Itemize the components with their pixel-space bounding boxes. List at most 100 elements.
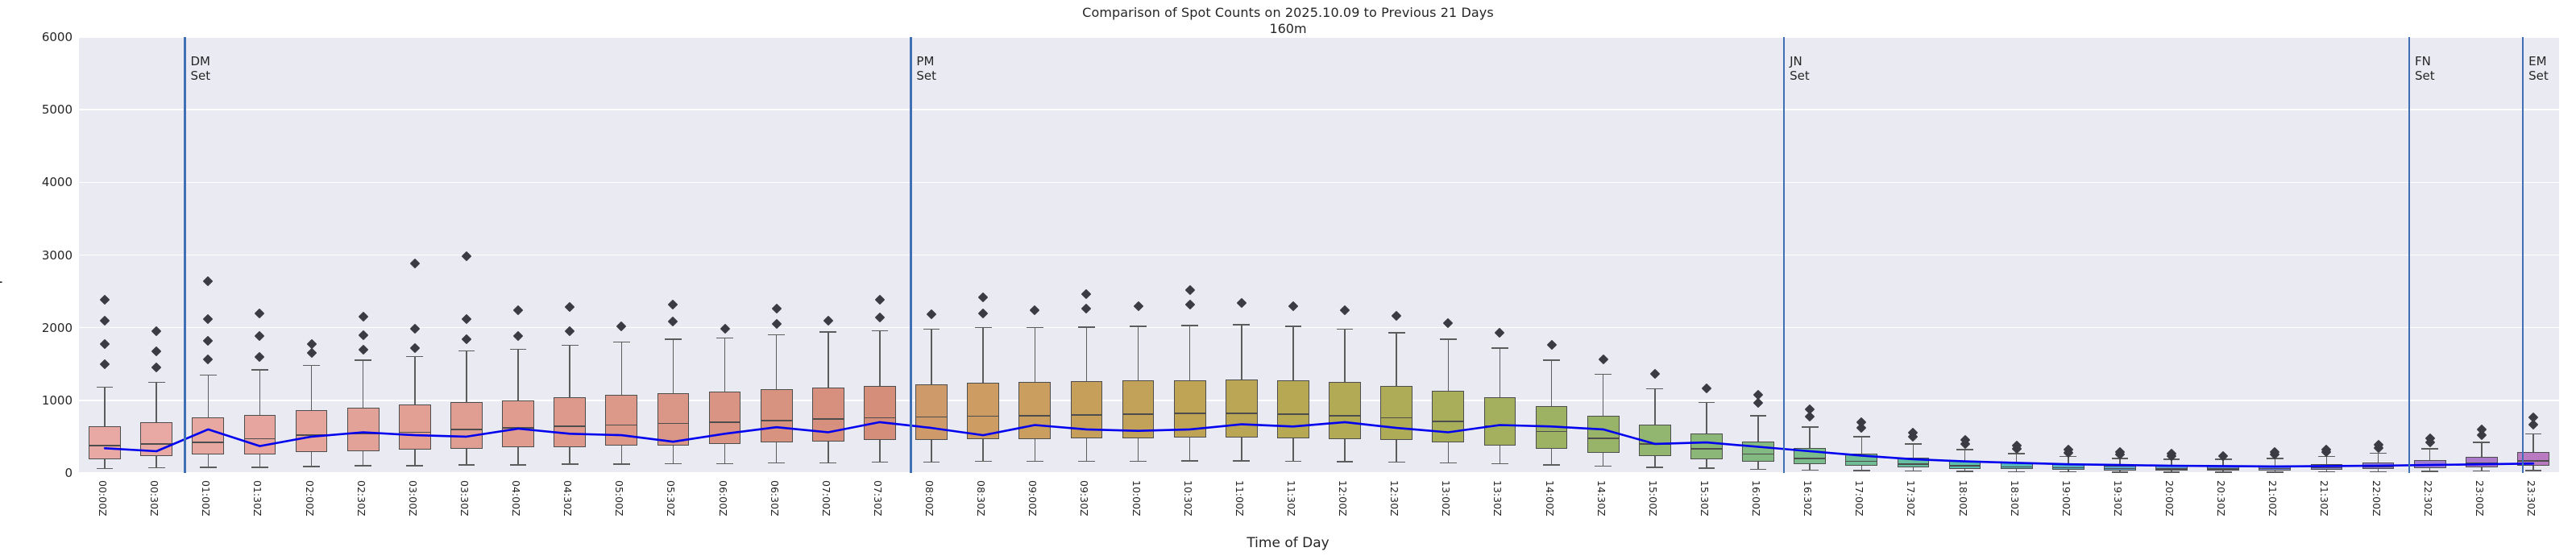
box-whisker [1499,347,1501,398]
median-line [760,420,793,421]
box-whisker [1344,438,1346,462]
box [1587,415,1620,453]
x-axis-tick-label: 11:30Z [1284,480,1297,516]
today-line-series [103,421,2535,468]
whisker-cap [2318,471,2335,473]
box-whisker [828,442,829,463]
median-line [89,444,121,446]
x-axis-tick-label: 03:00Z [406,480,419,516]
median-line [967,415,1000,417]
whisker-cap [96,386,114,388]
box-whisker [1085,326,1088,382]
median-line [2362,466,2395,468]
whisker-cap [1130,326,1147,327]
median-line [554,425,587,428]
x-axis-tick-label: 10:00Z [1130,480,1143,516]
whisker-cap [2473,442,2491,443]
median-line [1794,458,1827,459]
box-whisker [1964,468,1966,472]
box-whisker [156,456,157,468]
box-whisker [207,454,209,467]
box-whisker [1757,415,1759,442]
whisker-cap [509,348,527,351]
whisker-cap [2008,471,2026,473]
box-whisker [2068,456,2069,465]
whisker-cap [1491,347,1508,349]
whisker-cap [2266,471,2284,473]
box-whisker [259,369,261,415]
box-whisker [672,339,674,393]
median-line [605,424,638,426]
box-whisker [724,338,726,392]
median-line [450,429,483,430]
box-whisker [517,349,519,400]
box-whisker [620,342,623,395]
box [1380,385,1413,441]
box-whisker [2222,470,2224,472]
box-whisker [466,449,467,466]
whisker-cap [355,359,372,361]
x-axis-tick-label: 20:00Z [2163,480,2176,516]
box-whisker [2377,469,2379,472]
whisker-cap [1181,460,1199,462]
whisker-cap [406,355,424,358]
x-axis-tick-label: 13:30Z [1491,480,1504,516]
whisker-cap [303,466,320,467]
whisker-cap [1956,449,1973,450]
box-whisker [828,332,829,388]
x-axis-tick-label: 03:30Z [458,480,471,516]
box-whisker [2274,458,2276,466]
box-whisker [1757,462,1759,470]
x-axis-tick-label: 15:30Z [1698,480,1711,516]
median-line [346,433,380,435]
x-axis-tick-label: 07:30Z [871,480,884,516]
x-axis-tick-label: 05:30Z [665,480,678,516]
y-axis-tick-label: 2000 [41,320,73,335]
box-whisker [1034,438,1036,462]
box-whisker [1396,440,1397,463]
gridline [79,37,2559,38]
y-axis-tick-label: 1000 [41,392,73,408]
median-line [915,416,948,418]
box-whisker [2325,456,2328,465]
annotation-vline [184,37,186,473]
whisker-cap [458,350,475,352]
x-axis-tick-label: 01:30Z [251,480,264,516]
whisker-cap [561,463,579,465]
box-whisker [1188,437,1191,462]
box-whisker [2171,459,2172,467]
x-axis-tick-label: 15:00Z [1646,480,1659,516]
box-whisker [1550,449,1553,466]
whisker-cap [2163,471,2180,473]
whisker-cap [355,465,372,467]
box-whisker [1964,450,1966,461]
median-line [2310,467,2343,469]
box [1277,380,1309,438]
box [2517,452,2549,466]
whisker-cap [1026,326,1043,329]
median-line [2104,467,2136,470]
box-whisker [1654,388,1656,425]
box-whisker [1344,329,1346,383]
whisker-cap [1801,426,1819,428]
x-axis-tick-label: 10:30Z [1181,480,1194,516]
whisker-cap [147,467,165,469]
box-whisker [1912,443,1914,458]
box-whisker [1447,339,1450,392]
whisker-cap [2370,452,2387,454]
x-axis-tick-label: 02:30Z [355,480,367,516]
whisker-cap [2421,448,2439,450]
whisker-cap [819,462,837,464]
median-line [295,434,328,436]
median-line [2517,460,2549,462]
box-whisker [1396,332,1397,386]
box-whisker [2429,448,2431,461]
box-whisker [724,443,726,464]
median-line [1690,448,1723,450]
x-axis-tick-label: 21:00Z [2267,480,2279,516]
box-whisker [310,365,313,411]
box [243,414,276,454]
median-line [1897,463,1930,465]
box-whisker [2015,454,2018,463]
